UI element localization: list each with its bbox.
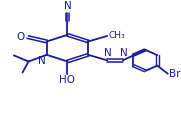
Text: N: N bbox=[104, 48, 112, 58]
Text: N: N bbox=[120, 48, 128, 58]
Text: Br: Br bbox=[169, 69, 180, 79]
Text: N: N bbox=[38, 56, 46, 66]
Text: CH₃: CH₃ bbox=[109, 31, 125, 40]
Text: HO: HO bbox=[60, 75, 75, 85]
Text: N: N bbox=[64, 1, 71, 11]
Text: O: O bbox=[17, 32, 25, 42]
